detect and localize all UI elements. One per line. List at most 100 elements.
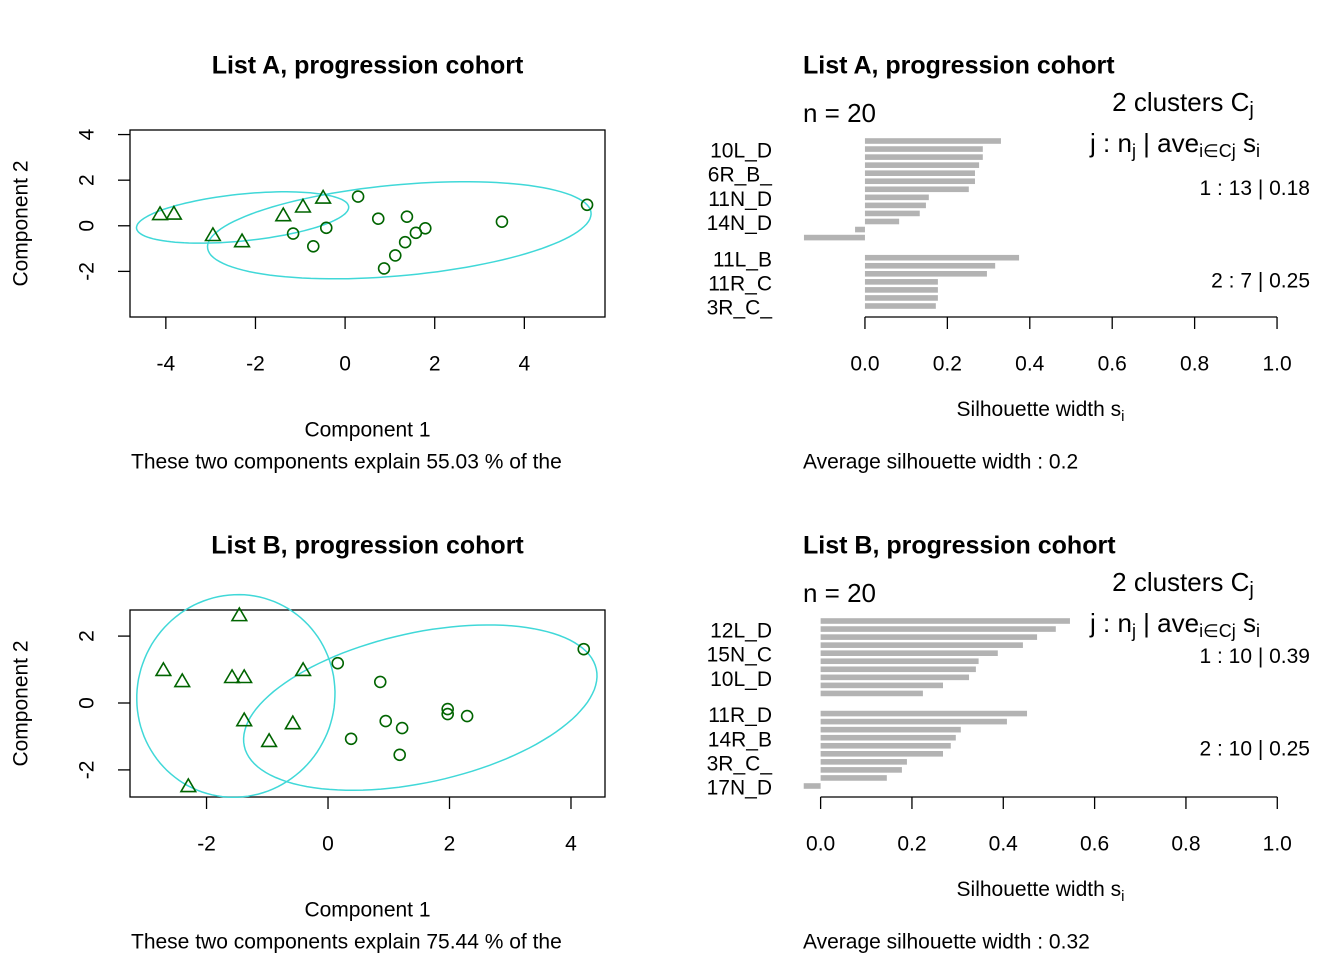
y-tick-label: 11R_D	[708, 704, 772, 727]
point	[294, 197, 312, 213]
chart-title: List A, progression cohort	[803, 52, 1115, 80]
x-tick-label: 0.0	[850, 353, 879, 376]
chart-title: List B, progression cohort	[803, 532, 1116, 560]
point	[398, 235, 412, 249]
point	[284, 714, 302, 730]
x-tick-label: 4	[565, 833, 577, 856]
x-tick-label: 0	[339, 353, 351, 376]
point	[371, 212, 385, 226]
y-tick-label: 12L_D	[710, 620, 772, 643]
point	[260, 732, 278, 748]
cluster-ellipse	[242, 624, 598, 792]
y-tick-label: 3R_C_	[707, 752, 773, 775]
point	[235, 711, 253, 727]
point	[230, 606, 249, 622]
cluster-ellipse	[206, 180, 592, 280]
y-tick-label: 0	[76, 220, 99, 232]
bar	[864, 146, 983, 152]
bar	[820, 734, 956, 741]
x-axis-label: Component 1	[304, 419, 430, 442]
point	[173, 672, 191, 688]
x-tick-label: 1.0	[1262, 353, 1291, 376]
point	[373, 675, 387, 689]
n-label: n = 20	[803, 578, 876, 608]
chart-title: List B, progression cohort	[211, 532, 524, 560]
text-part: j : n	[1089, 128, 1132, 158]
text-part: j	[1248, 99, 1253, 121]
text-part: s	[1236, 608, 1256, 638]
bar	[820, 718, 1007, 725]
x-tick-label: 0.8	[1180, 353, 1209, 376]
text-part: i	[1121, 408, 1124, 425]
text-part: | ave	[1136, 128, 1199, 158]
bar	[820, 626, 1056, 632]
y-tick-label: 15N_C	[707, 644, 772, 667]
footer: Average silhouette width : 0.2	[803, 451, 1078, 474]
plot-frame	[129, 129, 606, 318]
y-tick-label: 6R_B_	[708, 164, 773, 187]
text-part: j	[1131, 621, 1136, 641]
point	[235, 668, 253, 684]
legend-header: j : nj | avei∈Cj si	[1089, 608, 1260, 641]
bar	[864, 287, 938, 293]
bar	[864, 254, 1020, 261]
point	[294, 661, 312, 677]
x-tick-label: 0.6	[1098, 353, 1127, 376]
text-part: j	[1131, 141, 1136, 161]
point	[400, 210, 414, 223]
point	[223, 668, 241, 684]
text-part: s	[1236, 128, 1256, 158]
bar	[864, 154, 983, 160]
bar	[820, 751, 944, 757]
point	[377, 262, 391, 275]
text-part: i	[1256, 141, 1260, 161]
point	[379, 714, 393, 728]
bar	[855, 226, 865, 233]
point	[286, 227, 300, 240]
bar	[864, 162, 980, 168]
point	[393, 748, 406, 762]
x-tick-label: 4	[518, 353, 530, 376]
bar	[820, 634, 1038, 640]
point	[319, 221, 333, 235]
y-tick-label: 14N_D	[707, 212, 772, 235]
bar	[820, 775, 887, 781]
plot-frame	[129, 609, 606, 798]
y-tick-label: -2	[76, 262, 99, 281]
bar	[820, 658, 979, 665]
x-tick-label: 0.6	[1080, 833, 1109, 856]
point	[395, 721, 409, 735]
point	[274, 206, 292, 222]
x-tick-label: 2	[444, 833, 456, 856]
y-tick-label: 2	[76, 174, 99, 186]
point	[331, 656, 345, 670]
text-part: i	[1256, 621, 1260, 641]
text-part: i∈Cj	[1199, 621, 1236, 641]
bar	[820, 767, 902, 773]
x-tick-label: 0.0	[806, 833, 835, 856]
point	[580, 198, 594, 212]
text-part: 2 clusters C	[1112, 87, 1249, 117]
bar	[820, 710, 1028, 717]
bar	[803, 234, 865, 241]
y-tick-label: 11N_D	[708, 188, 772, 211]
bar	[803, 783, 821, 789]
point	[314, 188, 332, 204]
point	[165, 204, 183, 220]
text-part: Silhouette width s	[957, 878, 1122, 901]
legend-header: j : nj | avei∈Cj si	[1089, 128, 1260, 161]
x-tick-label: 0.4	[1015, 353, 1045, 376]
y-tick-label: 10L_D	[710, 140, 772, 163]
subtitle: These two components explain 75.44 % of …	[131, 931, 562, 954]
bar	[820, 690, 923, 697]
text-part: 2 clusters C	[1112, 567, 1249, 597]
bar	[820, 726, 961, 733]
footer: Average silhouette width : 0.32	[803, 931, 1090, 954]
point	[179, 777, 198, 793]
bar	[864, 303, 936, 309]
point	[460, 709, 474, 723]
n-label: n = 20	[803, 98, 876, 128]
x-tick-label: 0.2	[897, 833, 926, 856]
x-tick-label: 0.2	[933, 353, 962, 376]
